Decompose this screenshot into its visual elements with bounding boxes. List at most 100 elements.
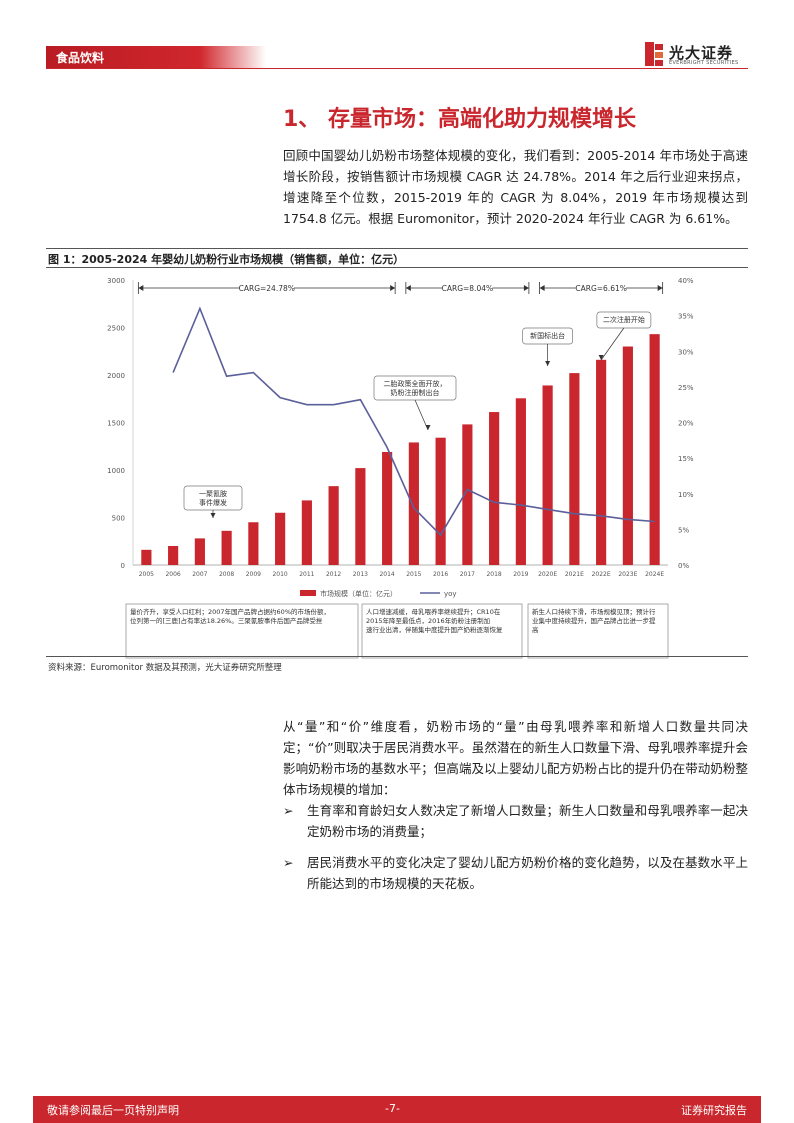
arrow-bullet-icon: ➢ — [283, 803, 294, 818]
bar — [382, 451, 393, 565]
bar — [435, 437, 446, 565]
callout-pointer — [600, 327, 625, 361]
y2-tick-label: 5% — [678, 526, 689, 534]
y-tick-label: 2000 — [107, 372, 125, 380]
note-text: 业集中度持续提升，国产品牌占比进一步提 — [532, 616, 656, 625]
bar — [515, 398, 526, 565]
note-box — [125, 603, 359, 659]
x-tick-label: 2016 — [433, 571, 448, 578]
y2-tick-label: 10% — [678, 491, 694, 499]
x-tick-label: 2019 — [513, 571, 528, 578]
bar — [596, 359, 607, 565]
list-item: ➢ 生育率和育龄妇女人数决定了新增人口数量；新生人口数量和母乳喂养率一起决定奶粉… — [283, 800, 748, 842]
bullet-text: 生育率和育龄妇女人数决定了新增人口数量；新生人口数量和母乳喂养率一起决定奶粉市场… — [307, 803, 748, 839]
x-tick-label: 2014 — [379, 571, 394, 578]
x-tick-label: 2008 — [219, 571, 234, 578]
figure-title: 图 1：2005-2024 年婴幼儿奶粉行业市场规模（销售额，单位：亿元） — [48, 253, 405, 266]
chart-axes: 0 500 1000 1500 2000 2500 3000 0% 5% 10% 15% 20% 25%… — [107, 277, 694, 578]
note-text: 速行业出清，伴随集中度提升国产奶粉逐渐恢复 — [366, 625, 503, 634]
cagr-label: CARG=24.78% — [239, 284, 295, 293]
page-number: -7- — [385, 1102, 400, 1115]
callout-text: 一聚氰胺 — [199, 489, 227, 498]
note-text: 2015年降至最低点，2016年奶粉注册制加 — [366, 616, 490, 625]
x-tick-label: 2013 — [353, 571, 368, 578]
arrow-left-icon — [539, 285, 545, 291]
market-size-chart: 0 500 1000 1500 2000 2500 3000 0% 5% 10% 15% 20% 25%… — [107, 277, 694, 659]
callout-text: 二胎政策全面开放， — [384, 379, 447, 388]
arrow-left-icon — [405, 285, 411, 291]
x-tick-label: 2010 — [272, 571, 287, 578]
callout-text: 事件爆发 — [199, 498, 227, 507]
bar — [301, 500, 312, 565]
x-tick-label: 2006 — [165, 571, 180, 578]
y-tick-label: 2500 — [107, 325, 125, 333]
x-tick-label: 2023E — [618, 571, 637, 578]
note-text: 新生人口持续下滑，市场规模见顶；预计行 — [532, 607, 656, 616]
bar — [355, 468, 366, 565]
cagr-bracket: CARG=6.61% — [539, 282, 664, 294]
x-tick-label: 2012 — [326, 571, 341, 578]
figure-bottom-rule — [46, 656, 748, 657]
footer-disclaimer: 敬请参阅最后一页特别声明 — [47, 1104, 179, 1117]
bar — [622, 346, 633, 565]
cagr-label: CARG=6.61% — [575, 284, 627, 293]
logo-subtitle: EVERBRIGHT SECURITIES — [669, 60, 739, 66]
note-box — [361, 603, 523, 659]
x-tick-label: 2007 — [192, 571, 207, 578]
note-2015-2019: 人口增速减缓，母乳喂养率继续提升；CR10在2015年降至最低点，2016年奶粉… — [361, 603, 523, 659]
y2-tick-label: 0% — [678, 562, 689, 570]
x-tick-label: 2011 — [299, 571, 314, 578]
bullet-list: ➢ 生育率和育龄妇女人数决定了新增人口数量；新生人口数量和母乳喂养率一起决定奶粉… — [283, 800, 748, 904]
x-tick-label: 2005 — [139, 571, 154, 578]
company-logo: 光大证券 EVERBRIGHT SECURITIES — [645, 40, 755, 70]
arrow-right-icon — [657, 285, 663, 291]
logo-mark-icon — [645, 42, 663, 66]
header-divider — [46, 68, 748, 69]
bar — [248, 522, 259, 565]
bar-series — [141, 334, 660, 565]
intro-paragraph: 回顾中国婴幼儿奶粉市场整体规模的变化，我们看到：2005-2014 年市场处于高… — [283, 148, 748, 226]
y-tick-label: 0 — [121, 562, 125, 570]
header-category-bar — [46, 46, 266, 68]
x-tick-label: 2015 — [406, 571, 421, 578]
y-tick-label: 3000 — [107, 277, 125, 285]
bar — [542, 385, 553, 565]
logo-name: 光大证券 — [669, 44, 734, 62]
list-item: ➢ 居民消费水平的变化决定了婴幼儿配方奶粉价格的变化趋势，以及在基数水平上所能达… — [283, 852, 748, 894]
x-tick-label: 2017 — [460, 571, 475, 578]
arrow-right-icon — [523, 285, 529, 291]
callout-two-child: 二胎政策全面开放，奶粉注册制出台 — [373, 375, 457, 431]
x-tick-label: 2009 — [246, 571, 261, 578]
arrow-down-icon — [210, 513, 216, 518]
yoy-line — [172, 306, 655, 537]
legend-label-line: yoy — [444, 590, 457, 598]
y2-tick-label: 25% — [678, 384, 694, 392]
note-text: 量价齐升，享受人口红利；2007年国产品牌占据约60%的市场份额， — [130, 607, 330, 616]
bar — [489, 412, 500, 565]
y2-tick-label: 15% — [678, 455, 694, 463]
note-box — [527, 603, 669, 659]
chart-legend: 市场规模（单位：亿元） yoy — [300, 589, 457, 598]
callout-new-standard: 新国标出台 — [522, 327, 573, 366]
body-paragraph: 从“量”和“价”维度看，奶粉市场的“量”由母乳喂养率和新增人口数量共同决定；“价… — [283, 719, 748, 797]
callout-text: 新国标出台 — [530, 331, 565, 340]
bar — [168, 546, 179, 565]
x-tick-label: 2018 — [486, 571, 501, 578]
x-tick-label: 2022E — [592, 571, 611, 578]
footer-bar: 敬请参阅最后一页特别声明 -7- 证券研究报告 — [33, 1096, 761, 1123]
arrow-bullet-icon: ➢ — [283, 855, 294, 870]
cagr-bracket: CARG=24.78% — [137, 282, 396, 294]
cagr-label: CARG=8.04% — [442, 284, 494, 293]
y-tick-label: 1000 — [107, 467, 125, 475]
cagr-bracket: CARG=8.04% — [405, 282, 530, 294]
callout-second-registration: 二次注册开始 — [596, 311, 652, 361]
footer-report-type: 证券研究报告 — [681, 1104, 747, 1117]
callout-text: 二次注册开始 — [603, 315, 645, 324]
bar — [275, 512, 286, 565]
arrow-down-icon — [598, 355, 604, 360]
note-text: 人口增速减缓，母乳喂养率继续提升；CR10在 — [366, 607, 501, 616]
y2-tick-label: 30% — [678, 348, 694, 356]
section-title: 1、 存量市场：高端化助力规模增长 — [283, 107, 636, 132]
